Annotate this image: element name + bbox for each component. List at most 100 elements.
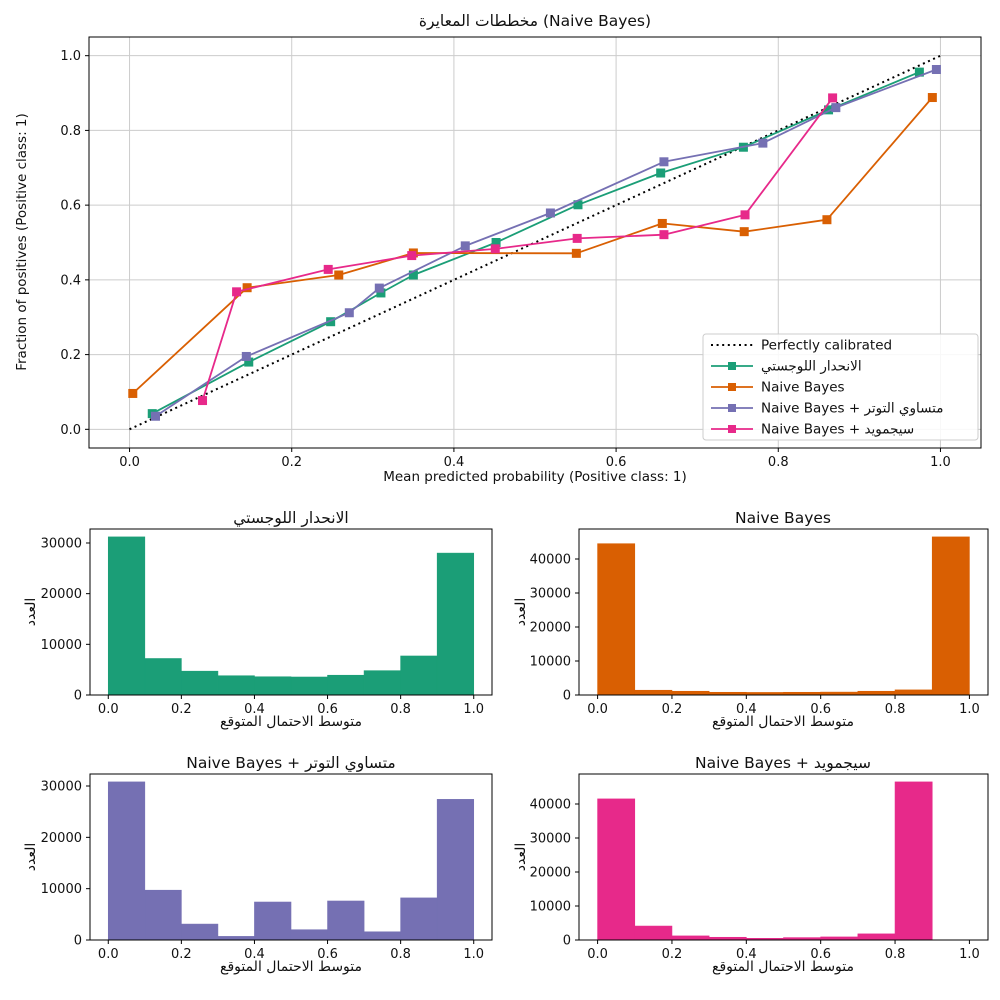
marker-logistic-regression [376,288,386,298]
marker-naive-bayes [657,218,667,228]
hist-bar [400,897,438,941]
svg-text:0.2: 0.2 [662,947,683,962]
svg-text:30000: 30000 [530,587,571,602]
svg-text:0: 0 [563,689,571,704]
svg-text:0.8: 0.8 [390,702,411,717]
svg-text:0.2: 0.2 [171,947,192,962]
marker-naive-bayes-isotonic [344,308,354,318]
tick-labels: 0.0 0.2 0.4 0.6 0.8 1.0 0 10000 20000 30000 40000 [530,798,980,962]
legend-entry-naive-bayes-isotonic: Naive Bayes + متساوي التوتر [711,401,943,417]
marker-naive-bayes-isotonic [831,103,841,113]
svg-text:Naive Bayes: Naive Bayes [761,380,845,396]
marker-naive-bayes [739,227,749,237]
hist-sigmoid-xlabel: متوسط الاحتمال المتوقع [711,959,855,975]
hist-isotonic-xlabel: متوسط الاحتمال المتوقع [219,959,363,975]
marker-naive-bayes-sigmoid [407,251,417,261]
marker-naive-bayes-sigmoid [828,93,838,103]
marker-naive-bayes [128,388,138,398]
svg-text:0.2: 0.2 [662,702,683,717]
marker-logistic-regression [491,238,501,247]
panel-hist-logistic-regression: 0.0 0.2 0.4 0.6 0.8 1.0 0 10000 20000 30000 [41,528,493,717]
marker-naive-bayes [242,283,252,293]
svg-text:0.6: 0.6 [606,455,627,470]
svg-text:0.0: 0.0 [587,947,608,962]
svg-text:0.0: 0.0 [60,423,81,438]
svg-text:0.6: 0.6 [60,199,81,214]
panel-calibration-curves: 0.0 0.2 0.4 0.6 0.8 1.0 0.0 0.2 0.4 0.6 0.8 1.0 Perf… [60,36,982,470]
svg-text:40000: 40000 [530,553,571,568]
bars-hist-logistic-regression [107,536,475,696]
hist-bar [400,655,438,696]
svg-text:0.6: 0.6 [810,947,831,962]
marker-naive-bayes-isotonic [374,283,384,293]
svg-text:0.0: 0.0 [587,702,608,717]
hist-bar [290,929,328,941]
marker-naive-bayes [571,248,581,258]
svg-text:10000: 10000 [530,900,571,915]
svg-text:0.8: 0.8 [885,947,906,962]
svg-text:1.0: 1.0 [959,947,980,962]
svg-text:1.0: 1.0 [463,702,484,717]
svg-text:0.8: 0.8 [60,124,81,139]
hist-bar [144,658,182,696]
marker-naive-bayes-isotonic [545,208,555,218]
svg-text:1.0: 1.0 [930,455,951,470]
tick-labels: 0.0 0.2 0.4 0.6 0.8 1.0 0.0 0.2 0.4 0.6 0.8 1.0 [60,49,950,470]
hist-bar [107,781,146,941]
tick-labels: 0.0 0.2 0.4 0.6 0.8 1.0 0 10000 20000 30000 [41,780,484,962]
hist-bar [254,901,292,941]
marker-logistic-regression [656,168,666,178]
hist-bar [181,670,219,696]
hist-bar [363,931,401,941]
marker-naive-bayes-sigmoid [323,264,333,274]
marker-naive-bayes-isotonic [460,241,470,251]
svg-text:0.4: 0.4 [444,455,465,470]
svg-text:0.4: 0.4 [60,273,81,288]
legend-entry-logistic-regression: الانحدار اللوجستي [711,359,862,375]
marker-naive-bayes-isotonic [659,157,669,167]
bars-hist-naive-bayes [597,536,970,696]
marker-naive-bayes-sigmoid [659,230,669,240]
svg-text:10000: 10000 [530,655,571,670]
panel-hist-naive-bayes: 0.0 0.2 0.4 0.6 0.8 1.0 0 10000 20000 30000 40000 [530,528,989,717]
svg-text:0.0: 0.0 [98,702,119,717]
marker-naive-bayes-sigmoid [490,244,500,254]
marker-naive-bayes [822,215,832,225]
tick-labels: 0.0 0.2 0.4 0.6 0.8 1.0 0 10000 20000 30000 40000 [530,553,980,717]
marker-naive-bayes-sigmoid [232,287,242,297]
svg-text:30000: 30000 [41,780,82,795]
hist-sigmoid-ylabel: العدد [513,842,529,872]
svg-text:0.8: 0.8 [390,947,411,962]
hist-bar [181,923,219,941]
hist-logistic-xlabel: متوسط الاحتمال المتوقع [219,714,363,730]
panel-hist-naive-bayes-sigmoid: 0.0 0.2 0.4 0.6 0.8 1.0 0 10000 20000 30000 40000 [530,773,989,962]
svg-text:0.4: 0.4 [244,702,265,717]
hist-bar [107,536,146,696]
hist-logistic-ylabel: العدد [23,597,39,627]
hist-bar [931,536,970,696]
hist-bar [671,690,710,696]
svg-text:0.8: 0.8 [885,702,906,717]
marker-logistic-regression [408,270,418,280]
calibration-ylabel: Fraction of positives (Positive class: 1… [14,113,30,371]
marker-naive-bayes-sigmoid [572,233,582,243]
hist-bar [327,674,365,696]
svg-text:0.6: 0.6 [317,947,338,962]
hist-sigmoid-title: Naive Bayes + سيجمويد [695,754,871,772]
svg-text:0: 0 [563,934,571,949]
hist-bar [634,925,673,941]
hist-bar [217,936,255,941]
svg-text:1.0: 1.0 [60,49,81,64]
marker-naive-bayes-isotonic [931,65,941,75]
legend: Perfectly calibrated الانحدار اللوجستي Nai… [702,333,979,441]
svg-text:1.0: 1.0 [959,702,980,717]
hist-bar [290,676,328,696]
hist-naive-bayes-xlabel: متوسط الاحتمال المتوقع [711,714,855,730]
series-naive-bayes-sigmoid [198,93,838,406]
svg-text:20000: 20000 [41,831,82,846]
svg-text:0: 0 [74,934,82,949]
marker-naive-bayes-isotonic [241,351,251,361]
hist-bar [634,689,673,696]
